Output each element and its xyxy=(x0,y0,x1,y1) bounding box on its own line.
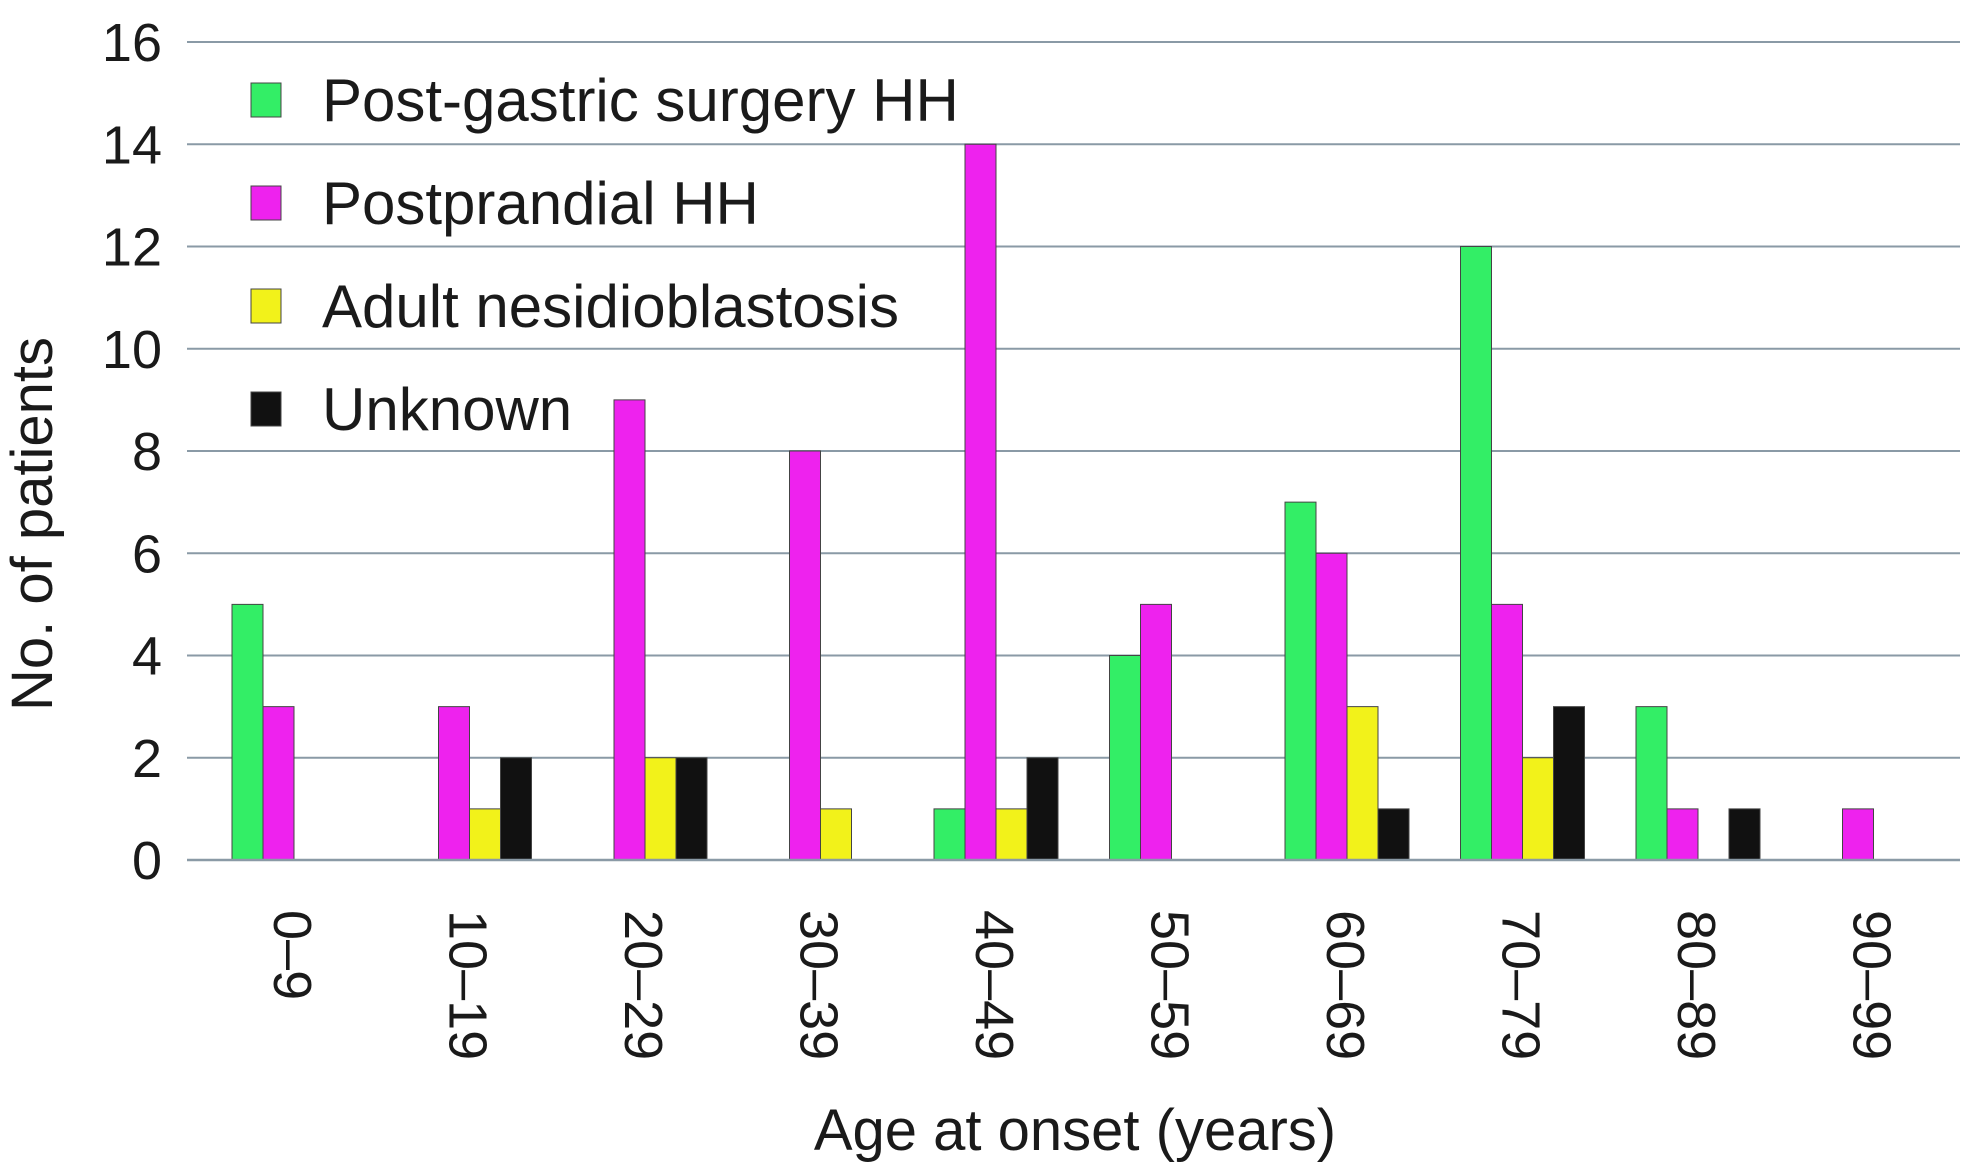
y-tick-label: 16 xyxy=(102,13,162,73)
x-tick-label: 90–99 xyxy=(1842,910,1902,1060)
legend: Post-gastric surgery HH Postprandial HH Ad… xyxy=(250,67,959,443)
legend-swatch xyxy=(250,185,282,221)
y-axis-ticks: 0 2 4 6 8 10 12 14 16 xyxy=(102,13,162,891)
bar-postprandial-hh-1 xyxy=(438,706,470,861)
bar-post-gastric-surgery-hh-8 xyxy=(1635,706,1668,861)
bar-postprandial-hh-7 xyxy=(1491,603,1523,861)
bar-post-gastric-surgery-hh-6 xyxy=(1284,501,1317,861)
bars xyxy=(231,143,1874,861)
x-tick-label: 80–89 xyxy=(1666,910,1726,1060)
y-tick-label: 12 xyxy=(102,218,162,278)
bar-post-gastric-surgery-hh-0 xyxy=(231,603,264,861)
x-tick-label: 50–59 xyxy=(1140,910,1200,1060)
legend-label: Unknown xyxy=(322,376,572,443)
bar-postprandial-hh-9 xyxy=(1842,808,1874,861)
bar-unknown-7 xyxy=(1553,706,1585,861)
bar-postprandial-hh-2 xyxy=(613,399,646,861)
bar-unknown-6 xyxy=(1377,808,1410,861)
bar-postprandial-hh-0 xyxy=(262,706,295,861)
bar-postprandial-hh-4 xyxy=(964,143,997,861)
bar-adult-nesidioblastosis-1 xyxy=(469,808,501,861)
x-tick-label: 60–69 xyxy=(1315,910,1375,1060)
bar-post-gastric-surgery-hh-7 xyxy=(1460,246,1492,861)
bar-adult-nesidioblastosis-2 xyxy=(644,757,677,861)
bar-adult-nesidioblastosis-6 xyxy=(1346,706,1379,861)
bar-adult-nesidioblastosis-3 xyxy=(820,808,852,861)
bar-postprandial-hh-3 xyxy=(789,450,821,861)
x-axis-ticks: 0–9 10–19 20–29 30–39 40–49 50–59 60–69 70–79 80… xyxy=(262,910,1902,1060)
legend-swatch xyxy=(250,288,282,324)
bar-postprandial-hh-6 xyxy=(1315,552,1348,861)
gridlines xyxy=(187,41,1960,759)
legend-swatch xyxy=(250,82,282,118)
y-tick-label: 4 xyxy=(132,627,162,687)
bar-unknown-1 xyxy=(500,757,532,861)
bar-postprandial-hh-8 xyxy=(1666,808,1699,861)
bar-adult-nesidioblastosis-7 xyxy=(1522,757,1554,861)
bar-adult-nesidioblastosis-4 xyxy=(995,808,1028,861)
x-tick-label: 40–49 xyxy=(964,910,1024,1060)
bar-unknown-8 xyxy=(1728,808,1761,861)
x-tick-label: 70–79 xyxy=(1491,910,1551,1060)
bar-post-gastric-surgery-hh-5 xyxy=(1109,655,1141,861)
y-tick-label: 6 xyxy=(132,524,162,584)
bar-unknown-4 xyxy=(1026,757,1059,861)
y-tick-label: 8 xyxy=(132,422,162,482)
x-tick-label: 0–9 xyxy=(262,910,322,1000)
y-tick-label: 2 xyxy=(132,729,162,789)
bar-unknown-2 xyxy=(675,757,708,861)
legend-label: Adult nesidioblastosis xyxy=(322,273,899,340)
y-axis-label: No. of patients xyxy=(0,337,65,711)
x-tick-label: 10–19 xyxy=(438,910,498,1060)
bar-post-gastric-surgery-hh-4 xyxy=(933,808,966,861)
x-tick-label: 30–39 xyxy=(789,910,849,1060)
bar-postprandial-hh-5 xyxy=(1140,603,1172,861)
x-axis-label: Age at onset (years) xyxy=(814,1098,1336,1163)
x-tick-label: 20–29 xyxy=(613,910,673,1060)
y-tick-label: 0 xyxy=(132,831,162,891)
legend-label: Post-gastric surgery HH xyxy=(322,67,959,134)
legend-label: Postprandial HH xyxy=(322,170,759,237)
legend-swatch xyxy=(250,391,282,427)
y-tick-label: 10 xyxy=(102,320,162,380)
y-tick-label: 14 xyxy=(102,115,162,175)
